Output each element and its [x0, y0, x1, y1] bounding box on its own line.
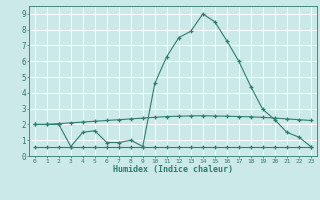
X-axis label: Humidex (Indice chaleur): Humidex (Indice chaleur)	[113, 165, 233, 174]
